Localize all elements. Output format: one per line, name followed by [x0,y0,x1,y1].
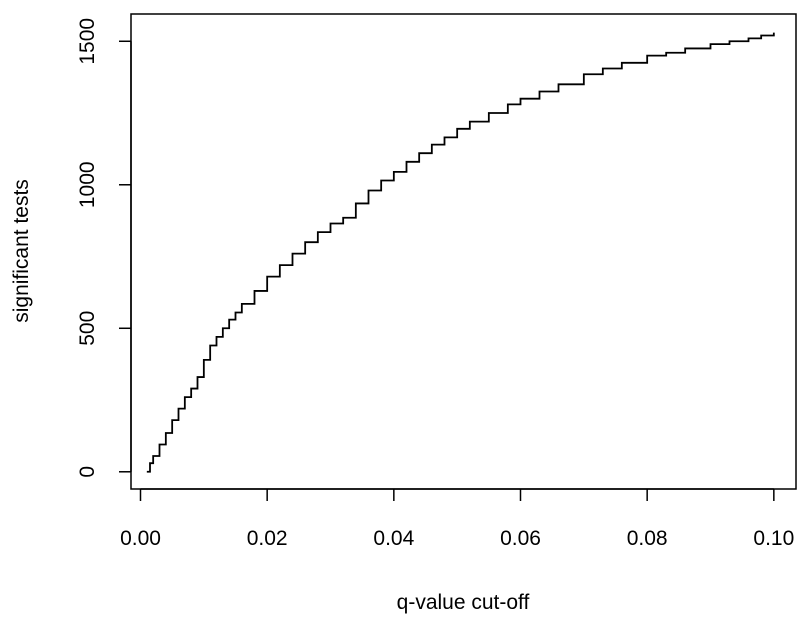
x-tick-label: 0.10 [753,527,794,550]
x-tick-label: 0.04 [373,527,414,550]
y-axis: 0 500 1000 1500 [76,18,132,478]
plot-frame [130,13,797,490]
y-tick-label: 500 [76,311,99,346]
x-axis-title: q-value cut-off [397,591,530,614]
x-tick-label: 0.00 [120,527,161,550]
x-tick-label: 0.02 [247,527,288,550]
y-axis-title: significant tests [10,179,33,323]
y-tick-label: 1500 [76,18,99,65]
significant-tests-line [146,32,775,473]
y-tick-label: 1000 [76,161,99,208]
x-axis: 0.00 0.02 0.04 0.06 0.08 0.10 [120,488,794,550]
y-tick-label: 0 [76,466,99,478]
x-tick-label: 0.06 [500,527,541,550]
x-tick-label: 0.08 [627,527,668,550]
